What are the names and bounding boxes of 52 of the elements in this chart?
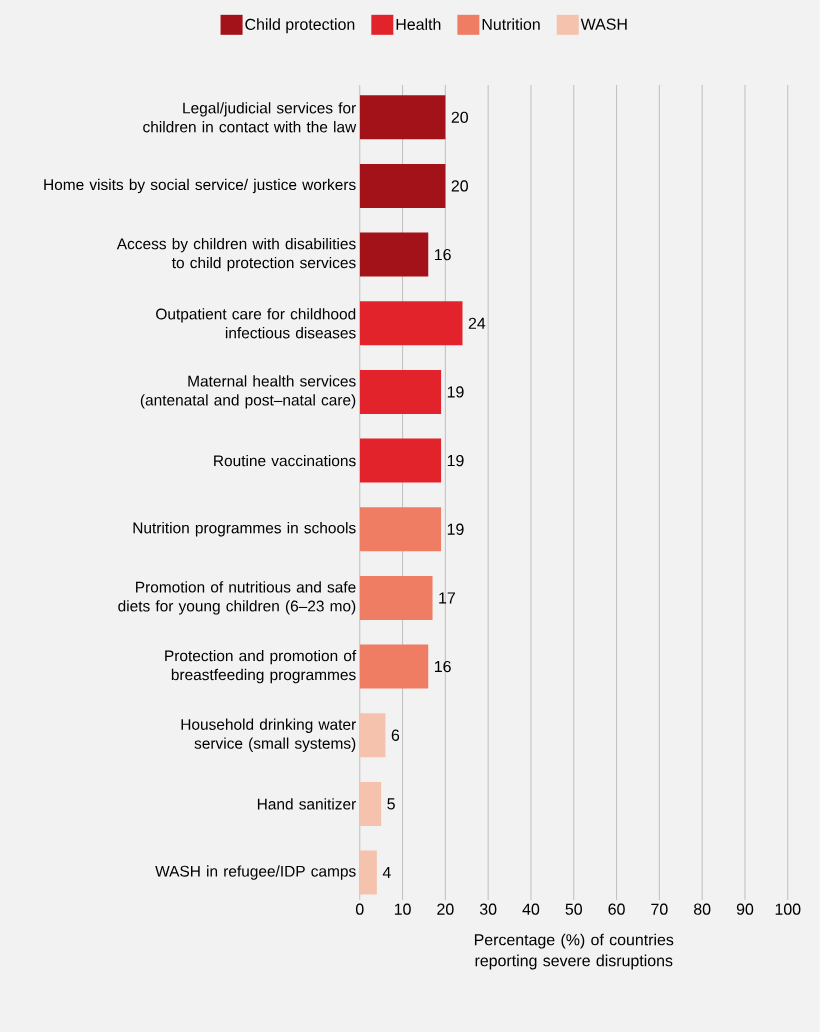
data-label: 19 xyxy=(447,523,464,535)
data-label: 20 xyxy=(451,180,469,192)
x-tick-label: 0 xyxy=(356,903,364,915)
data-label: 16 xyxy=(435,248,451,261)
y-tick-label: Nutrition programmes in schools xyxy=(133,522,356,537)
x-tick-label: 80 xyxy=(694,903,711,915)
y-tick-label: Access by children with disabilities to child protection services xyxy=(116,237,356,272)
bar xyxy=(359,232,429,277)
y-tick-label: WASH in refugee/IDP camps xyxy=(155,865,356,880)
legend-label: Health xyxy=(396,18,441,31)
bar xyxy=(359,369,442,414)
bar xyxy=(359,781,382,826)
data-label: 19 xyxy=(447,454,464,467)
x-tick-label: 70 xyxy=(651,903,668,915)
y-tick-label: Household drinking water service (small systems) xyxy=(181,718,357,752)
y-tick-label: Outpatient care for childhood infectious diseases xyxy=(156,308,356,339)
data-label: 19 xyxy=(447,386,464,398)
bar xyxy=(359,507,442,552)
bar xyxy=(359,163,446,208)
x-tick-label: 10 xyxy=(395,903,411,915)
y-tick-label: Hand sanitizer xyxy=(258,798,357,810)
y-tick-label: Home visits by social service/ justice workers xyxy=(44,178,356,194)
y-tick-label: Protection and promotion of breastfeeding programmes xyxy=(165,649,357,684)
data-label: 16 xyxy=(435,660,451,673)
x-tick-label: 90 xyxy=(736,903,754,915)
y-tick-label: Routine vaccinations xyxy=(214,454,356,467)
data-label: 24 xyxy=(468,317,486,329)
x-tick-label: 60 xyxy=(608,903,625,915)
y-tick-label: Maternal health services (antenatal and post–natal care) xyxy=(140,375,356,409)
y-tick-label: Promotion of nutritious and safe diets for young children (6–23 mo) xyxy=(118,581,356,615)
y-tick-label: Legal/judicial services for children in contact with the law xyxy=(143,102,357,133)
legend-label: Child protection xyxy=(245,18,355,34)
x-tick-label: 30 xyxy=(480,903,497,915)
bar xyxy=(359,850,377,895)
data-label: 17 xyxy=(439,592,456,604)
x-tick-label: 100 xyxy=(775,903,801,915)
data-label: 4 xyxy=(382,867,391,879)
bar xyxy=(359,644,429,689)
bar xyxy=(359,438,442,483)
x-tick-label: 40 xyxy=(522,903,540,915)
legend-label: WASH xyxy=(580,18,627,30)
x-tick-label: 50 xyxy=(565,903,583,915)
x-tick-label: 20 xyxy=(437,903,454,915)
data-label: 5 xyxy=(387,798,395,810)
x-axis-title: Percentage (%) of countries reporting severe disruptions xyxy=(475,933,674,970)
legend-label: Nutrition xyxy=(482,18,540,31)
bar xyxy=(359,575,433,620)
bar xyxy=(359,713,386,758)
data-label: 20 xyxy=(451,111,469,123)
bar xyxy=(359,301,463,346)
data-label: 6 xyxy=(391,729,400,741)
bar xyxy=(359,95,446,140)
